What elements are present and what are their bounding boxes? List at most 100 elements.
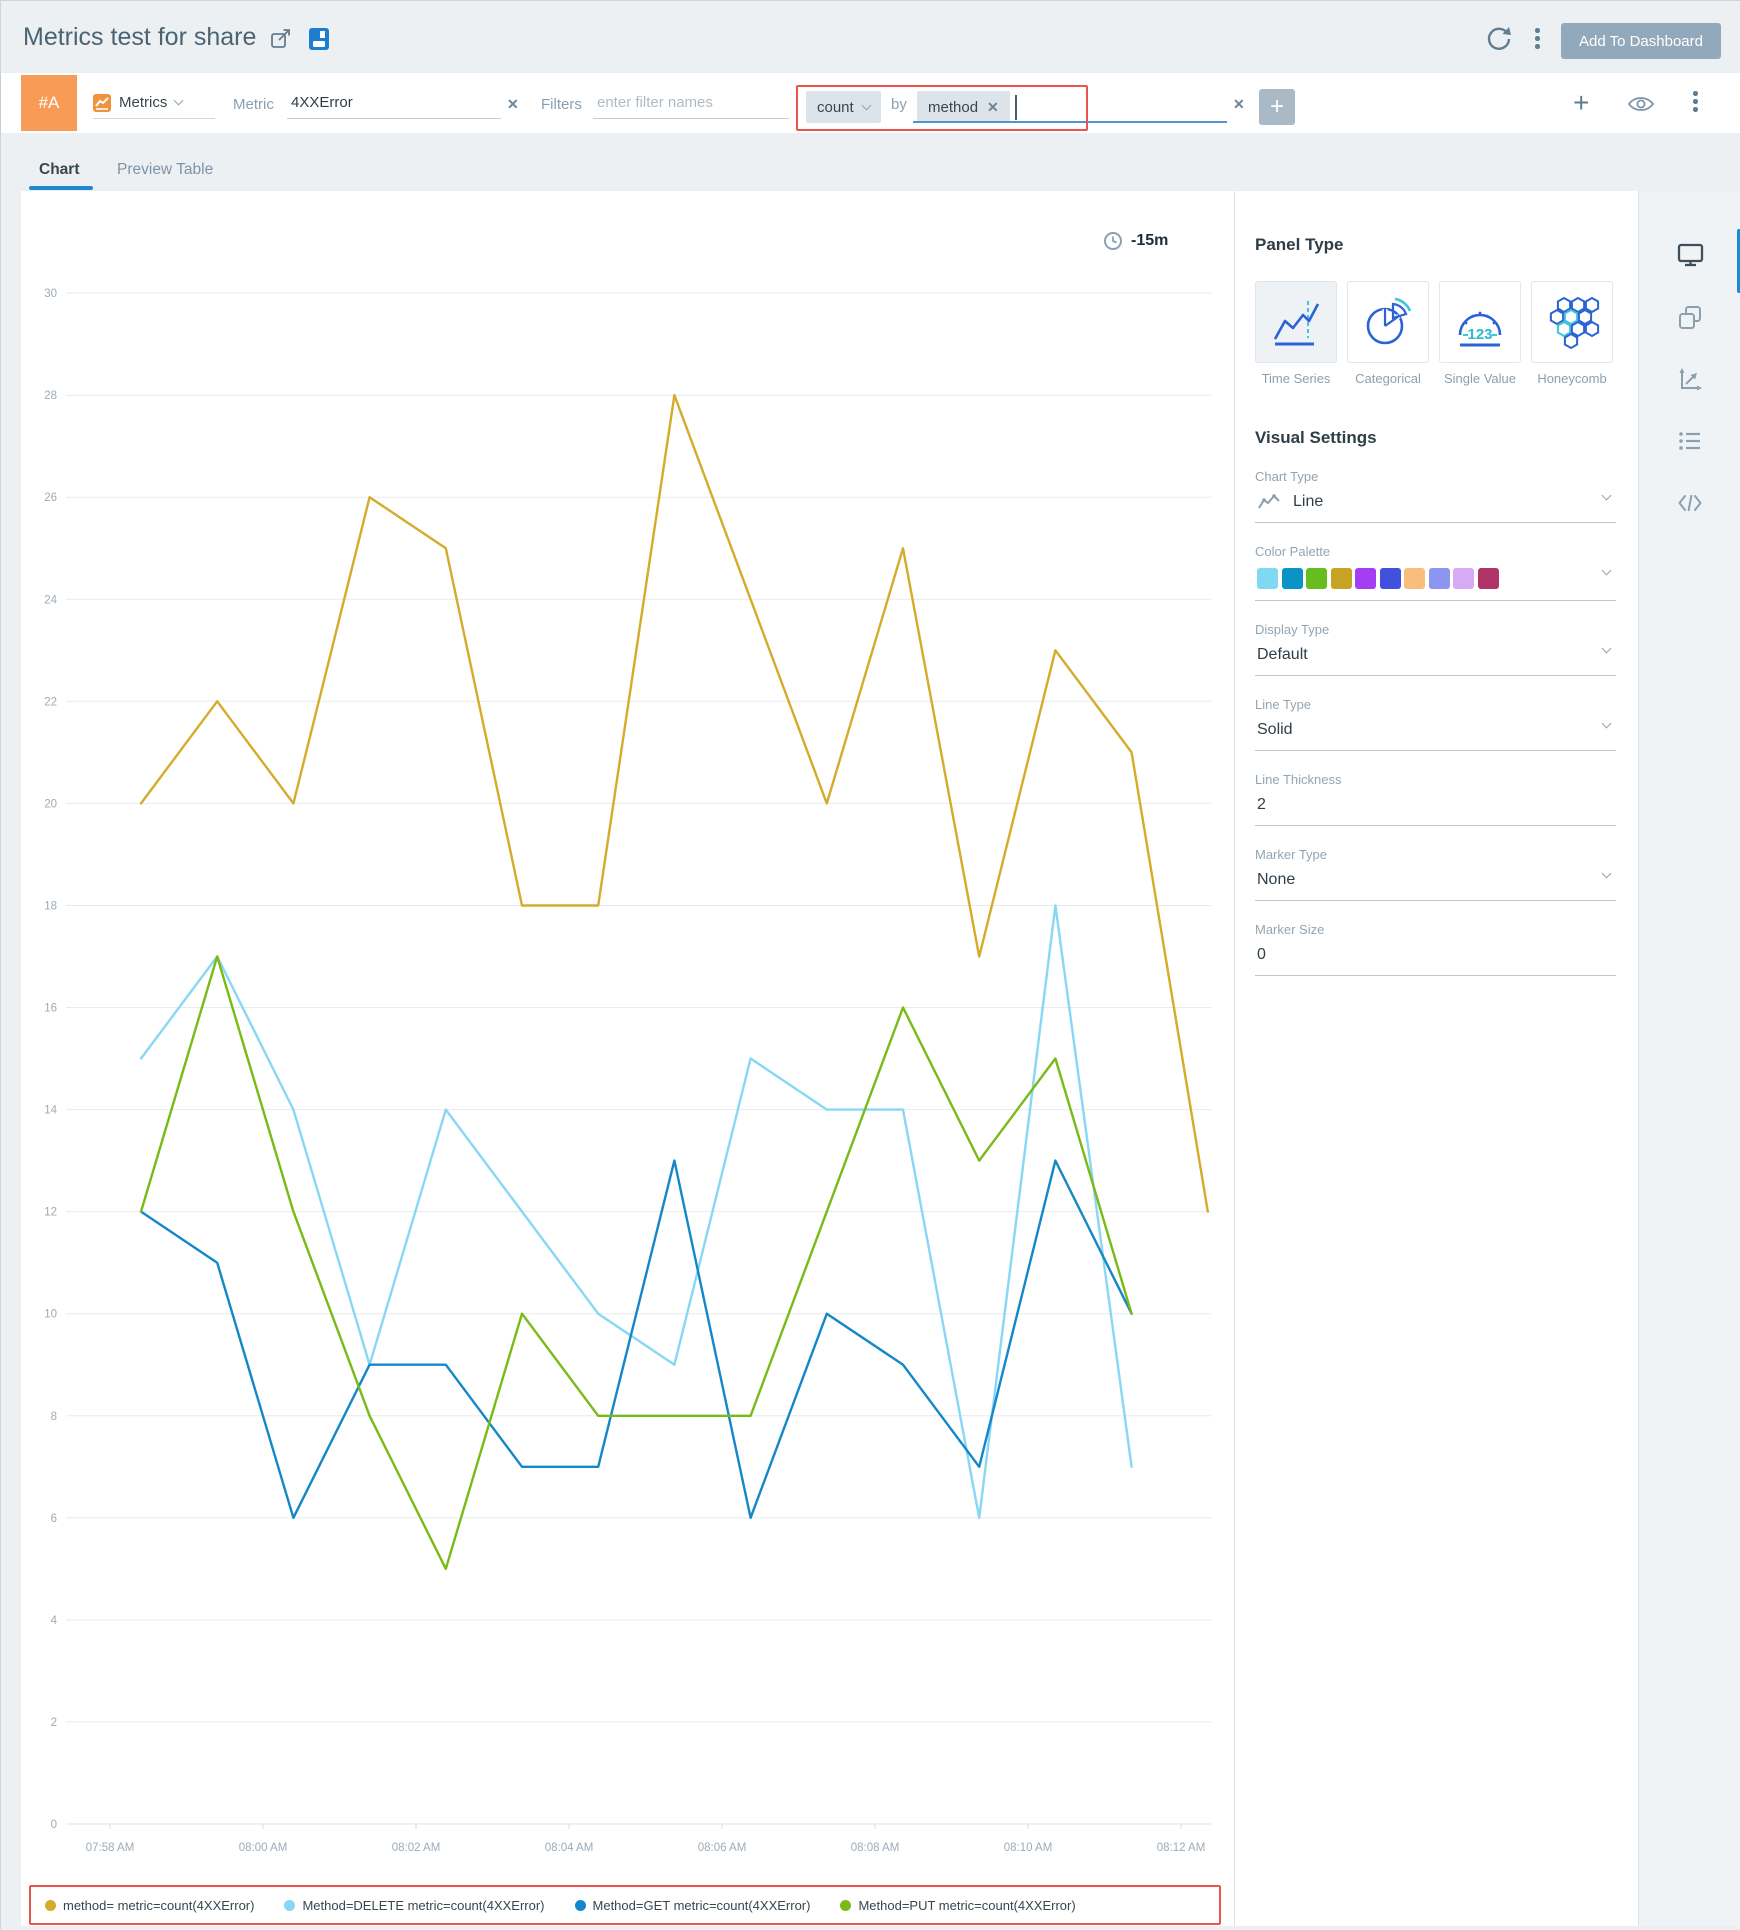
refresh-icon[interactable] xyxy=(1485,25,1513,53)
aggregation-operator-chip[interactable]: count xyxy=(806,91,881,123)
x-axis-tick-label: 08:06 AM xyxy=(698,1842,747,1854)
setting-marker-type[interactable]: Marker Type None xyxy=(1255,847,1616,901)
setting-marker-size[interactable]: Marker Size 0 xyxy=(1255,922,1616,976)
chart-legend: method= metric=count(4XXError) Method=DEL… xyxy=(29,1885,1221,1925)
group-by-label: method xyxy=(928,99,978,116)
single-value-icon: 123 xyxy=(1452,294,1508,350)
tab-bar: Chart Preview Table xyxy=(1,133,1740,191)
share-icon[interactable] xyxy=(269,27,293,51)
setting-value: 0 xyxy=(1257,946,1266,964)
x-axis-tick-label: 08:02 AM xyxy=(392,1842,441,1854)
color-swatch xyxy=(1355,568,1376,589)
y-axis-tick-label: 0 xyxy=(51,1819,57,1831)
source-type-dropdown[interactable]: Metrics xyxy=(93,87,215,119)
x-axis-tick-label: 08:04 AM xyxy=(545,1842,594,1854)
group-by-remove-icon[interactable]: ✕ xyxy=(987,99,999,116)
panel-type-label: Single Value xyxy=(1439,371,1521,386)
add-query-row-icon[interactable]: + xyxy=(1573,87,1589,119)
panel-type-label: Categorical xyxy=(1347,371,1429,386)
panel-type-label: Honeycomb xyxy=(1531,371,1613,386)
legend-item-0[interactable]: method= metric=count(4XXError) xyxy=(45,1898,254,1913)
list-icon[interactable] xyxy=(1677,430,1703,452)
setting-display-type[interactable]: Display Type Default xyxy=(1255,622,1616,676)
chevron-down-icon xyxy=(1602,719,1612,729)
panel-type-options: Time Series Categorical 123 Single Value… xyxy=(1255,281,1616,386)
code-icon[interactable] xyxy=(1677,492,1703,514)
setting-label: Display Type xyxy=(1255,622,1616,637)
series-line-3[interactable] xyxy=(141,957,1132,1569)
panel-type-categorical[interactable]: Categorical xyxy=(1347,281,1429,386)
settings-panel: Panel Type Time Series Categorical 123 S… xyxy=(1234,191,1638,1926)
title-bar: Metrics test for share Add To Dashboard xyxy=(1,1,1740,73)
setting-label: Chart Type xyxy=(1255,469,1616,484)
panel-type-title: Panel Type xyxy=(1255,235,1616,255)
chevron-down-icon xyxy=(1602,491,1612,501)
legend-item-3[interactable]: Method=PUT metric=count(4XXError) xyxy=(840,1898,1075,1913)
legend-item-2[interactable]: Method=GET metric=count(4XXError) xyxy=(575,1898,811,1913)
y-axis-tick-label: 26 xyxy=(44,492,57,504)
legend-label: Method=DELETE metric=count(4XXError) xyxy=(302,1898,544,1913)
time-range-label: -15m xyxy=(1131,232,1168,250)
page-bottom-strip xyxy=(1,1926,1740,1930)
add-aggregation-button[interactable]: + xyxy=(1259,89,1295,125)
query-row-options-icon[interactable] xyxy=(1693,91,1698,115)
metric-input[interactable]: 4XXError xyxy=(287,87,501,119)
copy-icon[interactable] xyxy=(1677,305,1703,331)
chevron-down-icon xyxy=(1602,644,1612,654)
y-axis-tick-label: 8 xyxy=(51,1411,57,1423)
color-swatch xyxy=(1257,568,1278,589)
color-swatch xyxy=(1306,568,1327,589)
y-axis-tick-label: 22 xyxy=(44,696,57,708)
monitor-icon[interactable] xyxy=(1677,243,1705,267)
y-axis-tick-label: 20 xyxy=(44,798,57,810)
y-axis-tick-label: 4 xyxy=(51,1615,58,1627)
source-type-label: Metrics xyxy=(119,94,167,111)
legend-color-dot xyxy=(45,1900,56,1911)
legend-item-1[interactable]: Method=DELETE metric=count(4XXError) xyxy=(284,1898,544,1913)
color-swatch xyxy=(1380,568,1401,589)
panel-type-single-value[interactable]: 123 Single Value xyxy=(1439,281,1521,386)
add-to-dashboard-button[interactable]: Add To Dashboard xyxy=(1561,23,1721,59)
legend-color-dot xyxy=(284,1900,295,1911)
categorical-icon xyxy=(1360,294,1416,350)
filters-input[interactable]: enter filter names xyxy=(593,87,789,119)
visibility-eye-icon[interactable] xyxy=(1627,94,1655,114)
panel-type-time-series[interactable]: Time Series xyxy=(1255,281,1337,386)
legend-label: Method=PUT metric=count(4XXError) xyxy=(858,1898,1075,1913)
active-rail-indicator xyxy=(1737,229,1740,293)
metrics-logo-icon xyxy=(93,94,111,112)
x-axis-tick-label: 08:12 AM xyxy=(1157,1842,1206,1854)
setting-color-palette[interactable]: Color Palette xyxy=(1255,544,1616,601)
y-axis-tick-label: 2 xyxy=(51,1717,57,1729)
chevron-down-icon xyxy=(1602,566,1612,576)
setting-value: Default xyxy=(1257,646,1308,664)
axes-icon[interactable] xyxy=(1677,367,1703,393)
aggregation-clear-icon[interactable]: ✕ xyxy=(1233,96,1245,113)
tab-preview-table[interactable]: Preview Table xyxy=(117,161,213,179)
setting-label: Marker Type xyxy=(1255,847,1616,862)
time-series-icon xyxy=(1268,294,1324,350)
setting-value: 2 xyxy=(1257,796,1266,814)
tab-chart[interactable]: Chart xyxy=(39,161,79,179)
setting-value: None xyxy=(1257,871,1295,889)
save-icon[interactable] xyxy=(309,27,331,51)
y-axis-tick-label: 18 xyxy=(44,901,57,913)
metric-clear-icon[interactable]: ✕ xyxy=(507,96,519,113)
more-options-icon[interactable] xyxy=(1535,28,1540,52)
legend-label: Method=GET metric=count(4XXError) xyxy=(593,1898,811,1913)
panel-type-honeycomb[interactable]: Honeycomb xyxy=(1531,281,1613,386)
group-by-chip[interactable]: method ✕ xyxy=(917,91,1010,123)
setting-label: Marker Size xyxy=(1255,922,1616,937)
panel-type-label: Time Series xyxy=(1255,371,1337,386)
chevron-down-icon xyxy=(1602,869,1612,879)
color-swatch xyxy=(1478,568,1499,589)
aggregation-operator-label: count xyxy=(817,99,854,116)
time-range-badge[interactable]: -15m xyxy=(1103,231,1168,251)
color-swatch xyxy=(1282,568,1303,589)
